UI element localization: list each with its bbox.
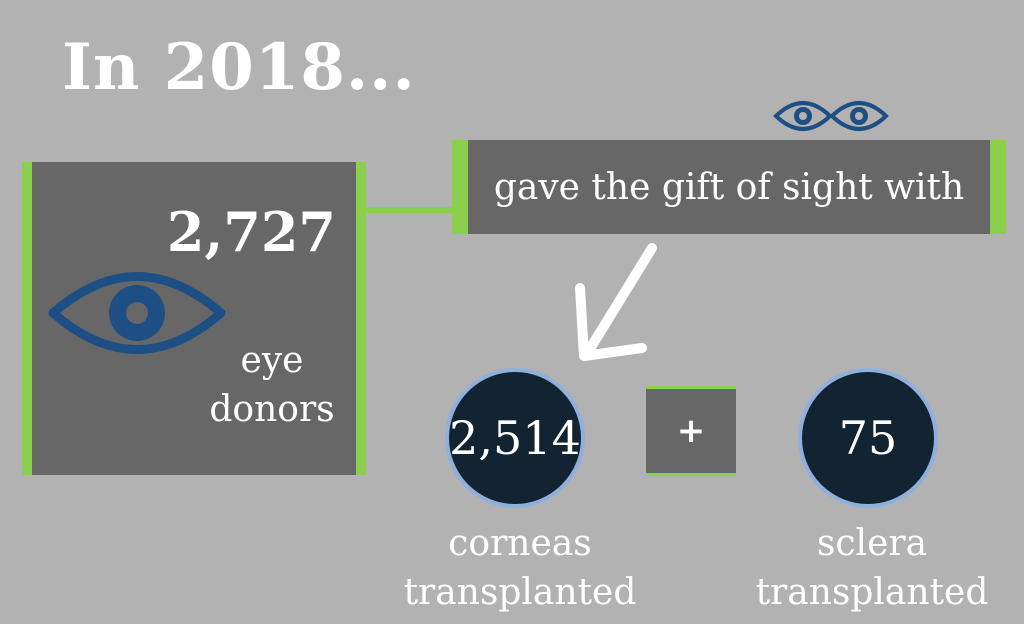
eyes-icon	[773, 101, 889, 131]
arrow-down-left-icon	[575, 243, 657, 361]
plus-sign: +	[676, 411, 706, 451]
sclera-caption-line2: transplanted	[755, 571, 989, 613]
donors-panel: 2,727 eye donors	[22, 162, 366, 475]
donors-count: 2,727	[166, 200, 336, 264]
donors-label-line2: donors	[209, 388, 335, 430]
sclera-caption-line1: sclera	[816, 523, 928, 564]
corneas-caption-line2: transplanted	[403, 571, 637, 613]
page-title: In 2018...	[62, 30, 416, 105]
sclera-count-circle: 75	[798, 368, 938, 508]
gift-panel: gave the gift of sight with	[452, 140, 1006, 234]
corneas-count-circle: 2,514	[445, 368, 585, 508]
donors-label-line1: eye	[240, 340, 304, 381]
donors-label: eye donors	[182, 337, 362, 434]
plus-box: +	[646, 386, 736, 476]
gift-text: gave the gift of sight with	[493, 166, 965, 208]
sclera-count: 75	[838, 411, 898, 465]
corneas-count: 2,514	[449, 411, 581, 465]
connector-line	[366, 207, 460, 213]
eye-icon	[48, 272, 226, 354]
sclera-caption: sclera transplanted	[737, 520, 1007, 617]
corneas-caption: corneas transplanted	[385, 520, 655, 617]
corneas-caption-line1: corneas	[448, 523, 592, 564]
